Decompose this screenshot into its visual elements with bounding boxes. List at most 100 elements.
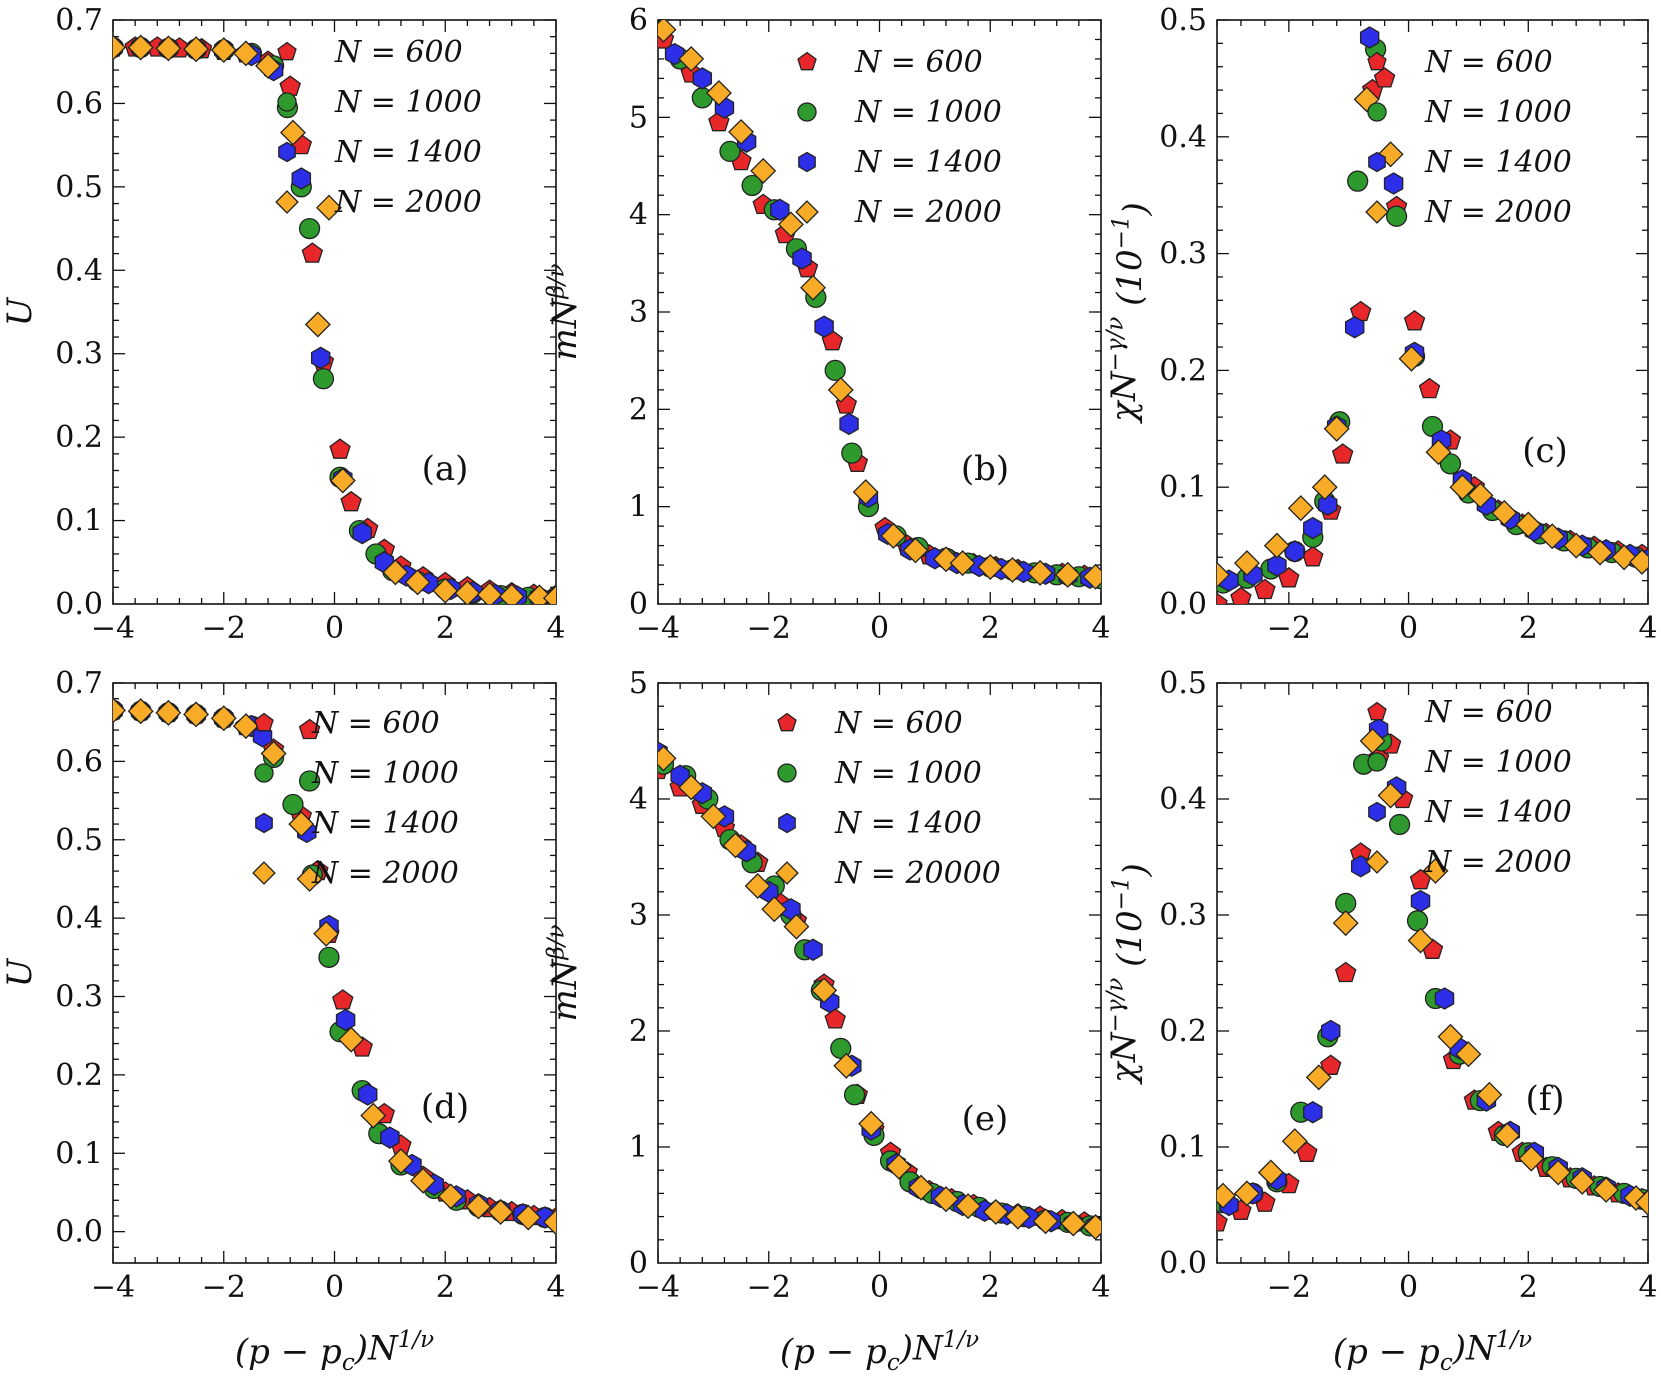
data-point: [1004, 1203, 1031, 1230]
data-point: [1628, 548, 1648, 575]
data-point: [1545, 1159, 1572, 1186]
x-tick-label: 4: [1638, 1270, 1657, 1305]
panel-label: (a): [422, 449, 469, 489]
y-axis-title: U: [0, 957, 40, 987]
legend-label: N = 600: [1424, 45, 1553, 80]
panel-c: −2 0 2 4 0.0 0.1 0.2 0.3 0.4 0.5 χN−γ/ν (10−1) N = …: [1102, 3, 1657, 646]
y-tick-label: 0.3: [55, 337, 103, 372]
legend-marker: [254, 763, 274, 783]
legend-marker: [1367, 102, 1387, 122]
y-tick-label: 0.5: [55, 823, 103, 858]
legend-label: N = 1000: [334, 85, 482, 120]
data-point: [1267, 554, 1287, 577]
legend-marker: [1367, 752, 1387, 772]
data-point: [841, 442, 863, 464]
data-point: [1320, 1019, 1341, 1043]
panel-d: −4 −2 0 2 4 0.0 0.1 0.2 0.3 0.4 0.5 0.6 0.7 U (p − pc)…: [0, 666, 566, 1376]
x-tick-label: −2: [1267, 611, 1311, 646]
data-point: [113, 34, 127, 61]
data-point: [296, 865, 323, 892]
y-tick-label: 1: [629, 1130, 648, 1165]
data-point: [255, 52, 282, 79]
y-tick-label: 0.7: [55, 666, 103, 701]
series-0: [1217, 67, 1648, 604]
data-point: [1303, 1100, 1323, 1124]
legend-marker: [275, 190, 299, 214]
data-point: [454, 580, 481, 604]
legend-label: N = 2000: [1424, 845, 1572, 880]
data-point: [999, 556, 1026, 583]
data-point: [1233, 1180, 1260, 1207]
y-tick-label: 0.4: [1159, 120, 1207, 155]
data-point: [298, 770, 321, 792]
data-point: [1593, 1176, 1620, 1203]
data-point: [880, 522, 907, 549]
data-point: [515, 1204, 542, 1231]
data-point: [1060, 1210, 1087, 1237]
data-point: [1377, 782, 1404, 809]
legend-marker: [255, 812, 273, 834]
data-point: [977, 553, 1004, 581]
data-point: [770, 198, 790, 222]
data-point: [232, 40, 259, 67]
data-point: [824, 1008, 846, 1029]
legend-label: N = 600: [854, 45, 983, 80]
data-point: [1331, 443, 1354, 464]
data-point: [1032, 1208, 1059, 1235]
data-point: [719, 140, 741, 163]
data-point: [288, 811, 315, 838]
data-point: [811, 977, 838, 1004]
legend-marker: [797, 51, 817, 71]
x-tick-label: −4: [636, 611, 680, 646]
data-point: [313, 920, 340, 947]
legend-label: N = 2000: [334, 185, 482, 220]
legend: N = 600 N = 1000 N = 1400 N = 2000: [252, 706, 459, 891]
series-0: [113, 36, 556, 604]
x-tick-label: 4: [1091, 1270, 1110, 1305]
x-tick-label: 0: [1399, 611, 1418, 646]
data-point: [792, 247, 812, 270]
y-tick-label: 0.0: [55, 587, 103, 622]
tick-marks: [657, 19, 1102, 604]
data-point: [761, 896, 788, 923]
tick-marks: [112, 682, 557, 1263]
x-tick-label: 2: [981, 1270, 1000, 1305]
legend-marker: [277, 92, 297, 112]
x-tick-label: −2: [1267, 1270, 1311, 1305]
x-tick-label: 0: [870, 1270, 889, 1305]
data-point: [692, 67, 713, 90]
y-axis-title: χN−γ/ν (10−1): [1102, 202, 1156, 424]
x-tick-label: 2: [436, 611, 455, 646]
data-point: [744, 872, 771, 900]
data-point: [338, 1026, 365, 1053]
panel-b: −4 −2 0 2 4 0 1 2 3 4 5 6 mNβ/ν N = 600 N = 1000 N = 14…: [543, 3, 1110, 646]
data-point: [1515, 511, 1542, 538]
y-tick-label: 0.5: [1159, 3, 1207, 38]
y-axis-title: χN−γ/ν (10−1): [1102, 863, 1156, 1085]
y-tick-label: 0.2: [1159, 1014, 1207, 1049]
tick-marks: [657, 682, 1102, 1263]
data-point: [1418, 377, 1441, 399]
data-point: [352, 521, 372, 545]
legend-marker: [1365, 850, 1389, 874]
data-point: [1281, 1128, 1308, 1155]
series-3: [113, 34, 556, 604]
data-point: [1320, 1054, 1342, 1075]
data-point: [1082, 1214, 1101, 1241]
data-point: [1303, 516, 1323, 540]
data-point: [1334, 961, 1357, 983]
data-point: [1302, 545, 1324, 567]
data-point: [1257, 1159, 1284, 1186]
data-point: [1406, 910, 1429, 932]
data-point: [382, 559, 409, 586]
x-tick-label: 4: [1091, 611, 1110, 646]
legend-marker: [254, 712, 274, 732]
data-point: [1569, 1168, 1596, 1195]
data-point: [1388, 813, 1411, 836]
x-tick-label: 0: [1399, 1270, 1418, 1305]
data-point: [1494, 1122, 1521, 1149]
legend-marker: [1367, 51, 1387, 71]
data-point: [1398, 345, 1425, 372]
legend-label: N = 1000: [1424, 95, 1572, 130]
